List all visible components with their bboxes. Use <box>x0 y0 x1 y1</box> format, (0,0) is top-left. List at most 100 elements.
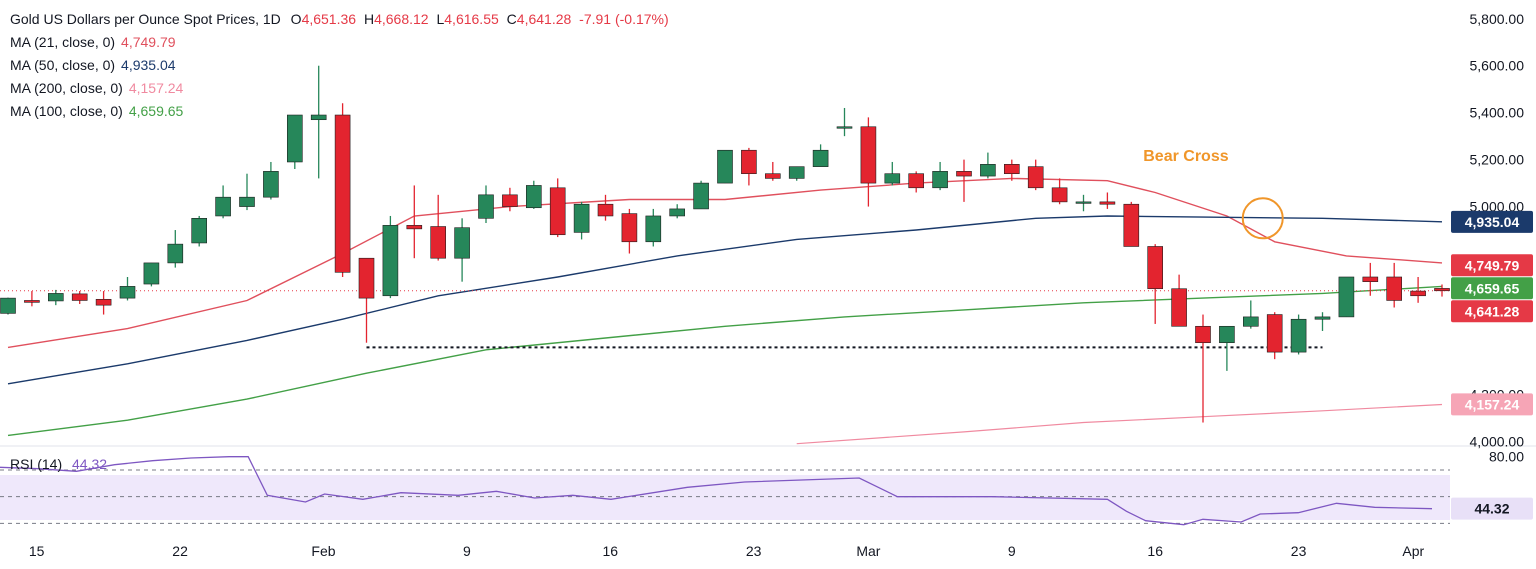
candle-body <box>980 164 996 177</box>
candle <box>1386 262 1402 308</box>
candle <box>525 180 542 209</box>
candle-body <box>95 298 112 306</box>
time-axis[interactable]: 15 22 Feb 9 16 23 Mar 9 16 23 Apr <box>29 543 1425 559</box>
candle <box>1338 276 1355 318</box>
indicator-ma21[interactable]: MA (21, close, 0) 4,749.79 <box>10 31 669 54</box>
low-value: 4,616.55 <box>444 11 499 27</box>
candle <box>812 144 829 167</box>
candle <box>1219 325 1235 371</box>
candle-body <box>502 194 518 207</box>
candle-body <box>167 243 184 264</box>
candle <box>741 147 757 186</box>
candle <box>788 166 805 181</box>
candle <box>310 65 327 179</box>
x-tick-label: 9 <box>1008 543 1016 559</box>
candle-body <box>1314 316 1331 320</box>
candle <box>382 215 399 299</box>
bear-cross-label: Bear Cross <box>1143 148 1228 165</box>
indicator-label: MA (21, close, 0) <box>10 34 116 50</box>
candle <box>1027 159 1044 191</box>
y-tick-label: 5,400.00 <box>1470 105 1525 121</box>
candle <box>215 185 231 219</box>
candle-body <box>741 149 757 175</box>
candle <box>430 194 447 261</box>
candle <box>860 117 877 207</box>
candle-body <box>1266 314 1283 353</box>
candle-body <box>884 173 901 184</box>
candle-body <box>1338 276 1355 318</box>
candle-body <box>478 194 494 219</box>
rsi-legend[interactable]: RSI (14) 44.32 <box>10 456 107 472</box>
candle-body <box>764 173 781 179</box>
rsi-pane: 80.00 44.32 <box>0 449 1533 526</box>
y-tick-label: 5,200.00 <box>1470 152 1525 168</box>
open-value: 4,651.36 <box>301 11 357 27</box>
indicator-label: MA (200, close, 0) <box>10 80 123 96</box>
candlestick-series <box>0 65 1450 423</box>
candle <box>95 291 112 315</box>
candle <box>717 149 733 184</box>
x-tick-label: 23 <box>746 543 762 559</box>
candle <box>1362 262 1379 296</box>
candle-body <box>621 213 638 243</box>
candle-body <box>263 171 279 198</box>
candle-body <box>143 262 160 285</box>
candle <box>1290 314 1307 355</box>
rsi-label: RSI (14) <box>10 456 63 472</box>
candle <box>167 230 184 268</box>
indicator-value: 4,935.04 <box>121 57 176 73</box>
candle <box>47 289 64 306</box>
candle-body <box>1219 325 1235 344</box>
candle-body <box>645 215 662 243</box>
candle <box>502 187 518 212</box>
indicator-ma200[interactable]: MA (200, close, 0) 4,157.24 <box>10 77 669 100</box>
high-value: 4,668.12 <box>374 11 429 27</box>
candle-body <box>358 257 375 299</box>
y-tick-label: 4,000.00 <box>1470 433 1525 449</box>
candle-body <box>1123 203 1140 247</box>
candle <box>573 201 590 240</box>
candle-body <box>310 114 327 121</box>
price-label-box <box>1451 254 1533 277</box>
price-label-box <box>1451 393 1533 416</box>
price-label-box <box>1451 300 1533 323</box>
price-label-text: 4,659.65 <box>1465 280 1520 296</box>
candle-body <box>693 182 709 210</box>
indicator-label: MA (100, close, 0) <box>10 103 123 119</box>
candle-body <box>932 171 948 189</box>
candle-body <box>1243 316 1259 327</box>
candle-body <box>1362 276 1379 282</box>
candle-body <box>382 225 399 297</box>
candle-body <box>669 208 686 217</box>
candle <box>358 257 375 343</box>
indicator-ma50[interactable]: MA (50, close, 0) 4,935.04 <box>10 54 669 77</box>
price-label: 4,749.79 <box>1451 254 1533 277</box>
symbol-header: Gold US Dollars per Ounce Spot Prices, 1… <box>10 8 669 31</box>
candle-body <box>956 171 972 177</box>
candle-body <box>47 293 64 302</box>
candle <box>1434 284 1450 297</box>
ma-line-1 <box>7 215 1443 385</box>
indicator-value: 4,157.24 <box>128 80 184 96</box>
candle <box>1410 276 1426 303</box>
candle-body <box>836 126 853 129</box>
candle <box>1123 201 1140 247</box>
price-axis-labels: 4,935.04 4,749.79 4,659.65 4,641.28 4,157.24 <box>1451 210 1533 416</box>
candle-body <box>119 286 136 299</box>
high-label: H <box>363 11 375 27</box>
price-label: 4,641.28 <box>1451 300 1533 323</box>
x-tick-label: 16 <box>1147 543 1163 559</box>
y-tick-label: 5,800.00 <box>1470 11 1525 27</box>
price-label-text: 4,157.24 <box>1465 396 1520 412</box>
indicator-ma100[interactable]: MA (100, close, 0) 4,659.65 <box>10 100 669 123</box>
candle <box>1003 159 1020 181</box>
candle <box>119 276 136 301</box>
price-label-text: 4,641.28 <box>1465 303 1520 319</box>
candle-body <box>430 226 447 259</box>
price-label-box <box>1451 210 1533 233</box>
open-label: O <box>290 11 302 27</box>
candle-body <box>334 114 351 273</box>
candle-body <box>239 196 255 207</box>
candle-body <box>908 173 925 189</box>
candle <box>71 291 88 304</box>
